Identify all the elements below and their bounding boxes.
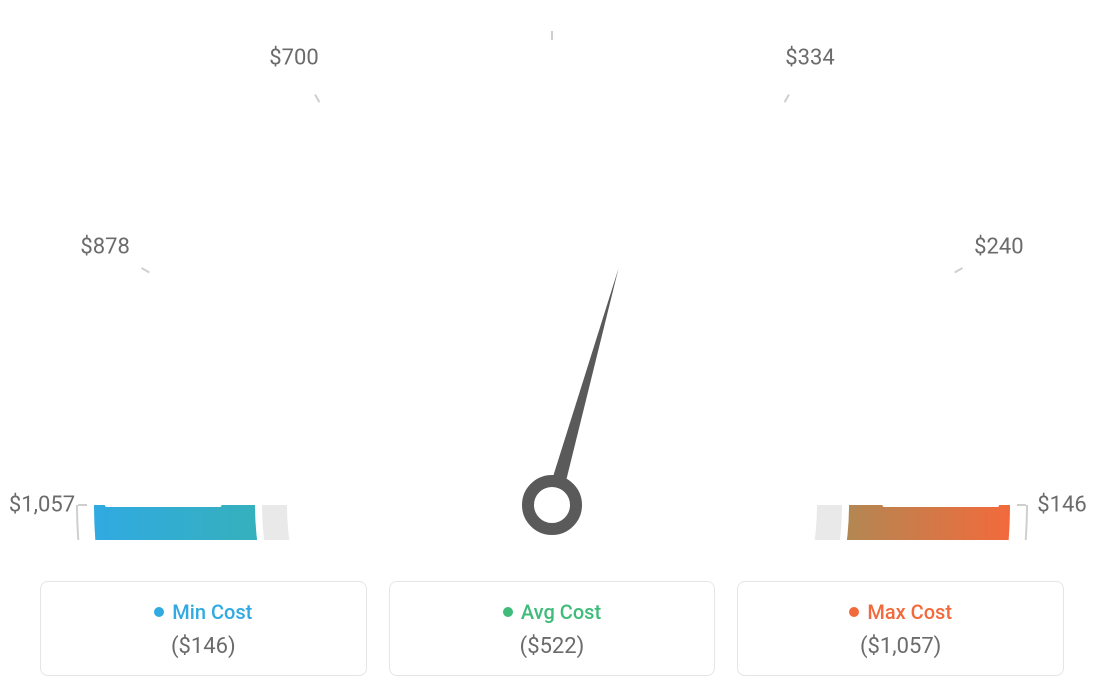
legend-card-min: Min Cost ($146): [40, 581, 367, 676]
legend-card-avg: Avg Cost ($522): [389, 581, 716, 676]
gauge-tick-label: $700: [269, 46, 318, 71]
gauge-area: $146 $240 $334 $522 $700 $878 $1,057: [0, 0, 1104, 540]
dot-icon: [849, 607, 859, 617]
legend-value: ($522): [400, 634, 705, 659]
dot-icon: [154, 607, 164, 617]
legend-label: Avg Cost: [521, 600, 601, 624]
legend-label: Min Cost: [172, 600, 252, 624]
dot-icon: [503, 607, 513, 617]
legend-value: ($1,057): [748, 634, 1053, 659]
gauge-tick-label: $240: [974, 235, 1023, 260]
cost-gauge-chart: $146 $240 $334 $522 $700 $878 $1,057 Min Cost …: [0, 0, 1104, 690]
legend-row: Min Cost ($146) Avg Cost ($522) Max Cost…: [40, 581, 1064, 676]
gauge-tick-label: $146: [1037, 493, 1086, 518]
legend-card-max: Max Cost ($1,057): [737, 581, 1064, 676]
gauge-svg: [0, 0, 1104, 540]
legend-value: ($146): [51, 634, 356, 659]
gauge-tick-label: $522: [527, 0, 576, 2]
gauge-tick-label: $878: [80, 235, 129, 260]
gauge-tick-label: $334: [785, 46, 834, 71]
gauge-tick-label: $1,057: [9, 493, 75, 518]
legend-label: Max Cost: [867, 600, 952, 624]
